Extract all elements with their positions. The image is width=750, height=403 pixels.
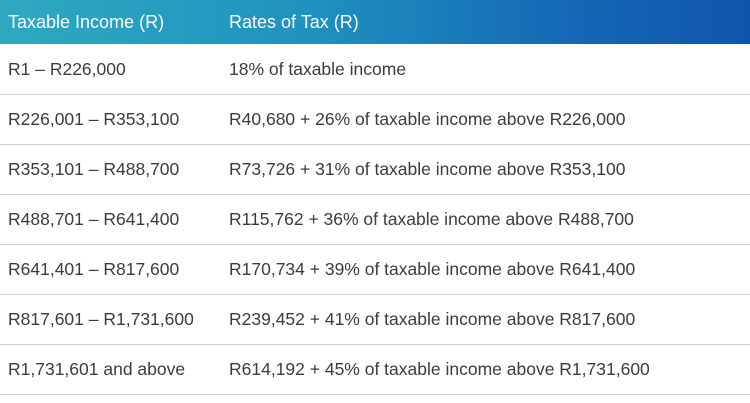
table-row: R226,001 – R353,100 R40,680 + 26% of tax… [0, 94, 750, 145]
table-row: R641,401 – R817,600 R170,734 + 39% of ta… [0, 244, 750, 295]
tax-rate-cell: R170,734 + 39% of taxable income above R… [221, 244, 750, 295]
header-taxable-income: Taxable Income (R) [8, 11, 165, 32]
table-header-row: Taxable Income (R) Rates of Tax (R) [0, 0, 750, 44]
tax-rate-cell: R73,726 + 31% of taxable income above R3… [221, 144, 750, 195]
income-bracket-cell: R353,101 – R488,700 [0, 144, 221, 195]
table-row: R1,731,601 and above R614,192 + 45% of t… [0, 344, 750, 395]
table-row: R817,601 – R1,731,600 R239,452 + 41% of … [0, 294, 750, 345]
tax-rate-cell: 18% of taxable income [221, 44, 750, 95]
table-row: R1 – R226,000 18% of taxable income [0, 44, 750, 95]
header-rates-of-tax: Rates of Tax (R) [229, 11, 359, 32]
tax-rate-cell: R239,452 + 41% of taxable income above R… [221, 294, 750, 345]
tax-rate-cell: R40,680 + 26% of taxable income above R2… [221, 94, 750, 145]
table-row: R488,701 – R641,400 R115,762 + 36% of ta… [0, 194, 750, 245]
table-row: R353,101 – R488,700 R73,726 + 31% of tax… [0, 144, 750, 195]
income-bracket-cell: R641,401 – R817,600 [0, 244, 221, 295]
tax-rate-cell: R115,762 + 36% of taxable income above R… [221, 194, 750, 245]
income-bracket-cell: R1 – R226,000 [0, 44, 221, 95]
tax-rate-cell: R614,192 + 45% of taxable income above R… [221, 344, 750, 395]
income-bracket-cell: R488,701 – R641,400 [0, 194, 221, 245]
income-bracket-cell: R1,731,601 and above [0, 344, 221, 395]
income-bracket-cell: R817,601 – R1,731,600 [0, 294, 221, 345]
income-bracket-cell: R226,001 – R353,100 [0, 94, 221, 145]
